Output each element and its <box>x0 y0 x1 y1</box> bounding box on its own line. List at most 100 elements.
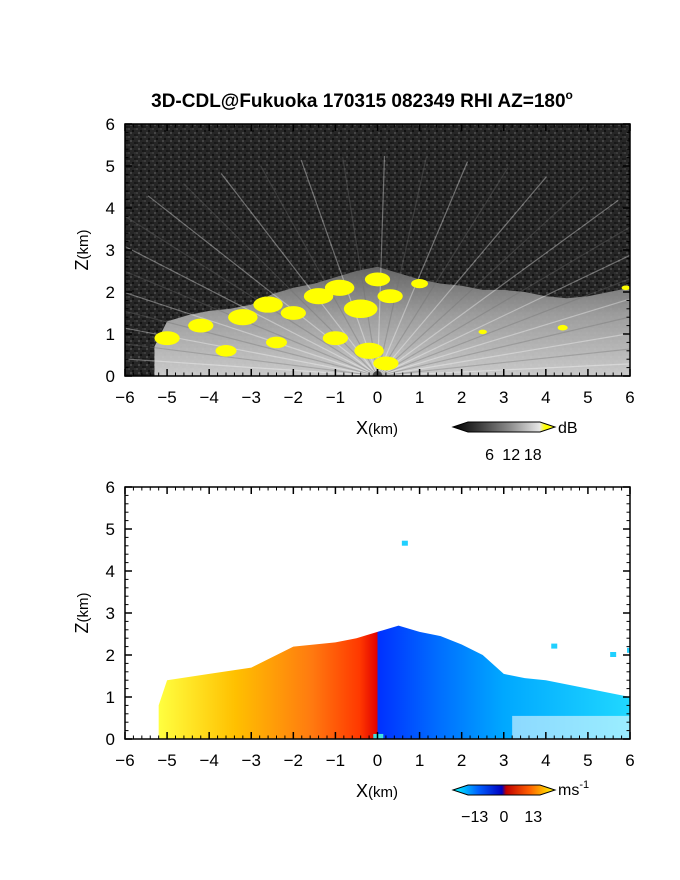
top-colorbar-tick-label: 18 <box>524 447 542 464</box>
top-axes: −6 −5 −4 −3 −2 −1 0 1 2 3 4 5 6 0 1 2 3 4 5 6 <box>106 115 635 407</box>
saturated-patch <box>478 329 487 335</box>
echo-streak <box>377 348 630 376</box>
saturated-patch <box>377 289 403 304</box>
bottom-x-tick-label: 4 <box>541 751 550 770</box>
isolated-velocity-point <box>610 652 617 657</box>
echo-streak <box>377 363 630 376</box>
bottom-x-tick-label: −4 <box>199 751 218 770</box>
top-x-tick-label: −4 <box>199 388 218 407</box>
bottom-x-axis-title: X(km) <box>356 781 398 801</box>
saturated-patch <box>188 318 214 333</box>
isolated-velocity-point <box>627 647 630 653</box>
echo-streak <box>377 226 630 376</box>
top-x-tick-label: 2 <box>457 388 466 407</box>
bottom-y-tick-label: 0 <box>106 730 115 749</box>
echo-streak <box>183 183 378 376</box>
bottom-x-tick-label: 2 <box>457 751 466 770</box>
negative-velocity-region <box>377 625 630 739</box>
top-colorbar-bar <box>451 421 557 433</box>
top-colorbar-ticks: 6 12 18 <box>485 447 542 464</box>
top-y-tick-label: 1 <box>106 325 115 344</box>
bottom-colorbar-tick-label: −13 <box>461 809 488 826</box>
echo-streak <box>376 156 386 376</box>
bottom-y-tick-label: 1 <box>106 688 115 707</box>
top-echo-layer <box>125 156 630 376</box>
top-panel: −6 −5 −4 −3 −2 −1 0 1 2 3 4 5 6 0 1 2 3 4 5 6 X(km) Z(km) <box>72 115 635 438</box>
saturated-patch <box>621 285 630 291</box>
top-y-tick-label: 6 <box>106 115 115 134</box>
saturated-patch <box>228 309 258 326</box>
echo-streak <box>125 358 378 376</box>
bottom-colorbar-unit: ms-1 <box>558 779 589 799</box>
isolated-velocity-point <box>551 643 558 649</box>
top-y-tick-label: 5 <box>106 157 115 176</box>
bottom-y-tick-label: 6 <box>106 478 115 497</box>
bottom-x-tick-label: 3 <box>499 751 508 770</box>
echo-streak <box>376 161 469 376</box>
bottom-velocity-layer <box>158 540 630 739</box>
bottom-x-tick-label: −6 <box>115 751 134 770</box>
echo-streak <box>377 298 630 376</box>
bottom-y-tick-label: 5 <box>106 520 115 539</box>
top-x-tick-label: 1 <box>415 388 424 407</box>
bottom-colorbar-bar <box>451 784 557 796</box>
chart-title: 3D-CDL@Fukuoka 170315 082349 RHI AZ=180o <box>151 88 573 112</box>
top-x-axis-title: X(km) <box>356 418 398 438</box>
echo-streak <box>377 278 630 376</box>
echo-streak <box>125 270 378 376</box>
saturated-patch <box>253 296 283 313</box>
echo-streak <box>125 343 378 376</box>
echo-streak <box>300 159 379 376</box>
sparse-echo-gap <box>512 715 630 739</box>
bottom-colorbar-ticks: −13 0 13 <box>461 809 542 826</box>
bottom-colorbar: ms-1 −13 0 13 <box>451 779 589 826</box>
saturated-patch <box>265 336 288 349</box>
top-y-tick-label: 4 <box>106 199 115 218</box>
echo-streak <box>260 165 379 376</box>
echo-streak <box>377 186 584 376</box>
bottom-y-axis-title: Z(km) <box>72 593 92 634</box>
isolated-velocity-point <box>401 540 408 546</box>
bottom-x-tick-label: 1 <box>415 751 424 770</box>
saturated-patch <box>557 324 568 331</box>
top-x-tick-label: 6 <box>625 388 634 407</box>
bottom-x-tick-label: −1 <box>326 751 345 770</box>
top-y-tick-label: 3 <box>106 241 115 260</box>
top-y-tick-label: 2 <box>106 283 115 302</box>
top-y-tick-label: 0 <box>106 367 115 386</box>
top-x-tick-label: −6 <box>115 388 134 407</box>
top-x-tick-label: −2 <box>284 388 303 407</box>
top-y-axis-title: Z(km) <box>72 230 92 271</box>
saturated-patch <box>324 279 355 296</box>
echo-streak <box>220 173 378 376</box>
echo-streak <box>147 195 378 376</box>
bottom-x-tick-label: −3 <box>242 751 261 770</box>
saturated-patch <box>215 345 237 357</box>
top-x-tick-label: 3 <box>499 388 508 407</box>
top-x-tick-label: 5 <box>583 388 592 407</box>
echo-streak <box>377 199 619 376</box>
bottom-x-tick-label: 6 <box>625 751 634 770</box>
bottom-y-tick-label: 2 <box>106 646 115 665</box>
echo-streak <box>376 167 509 376</box>
bottom-axes: −6 −5 −4 −3 −2 −1 0 1 2 3 4 5 6 0 1 2 3 4 5 6 <box>106 478 635 770</box>
saturated-patch <box>343 299 378 319</box>
bottom-colorbar-tick-label: 0 <box>500 809 509 826</box>
bottom-x-tick-label: 5 <box>583 751 592 770</box>
saturated-patch <box>280 306 306 320</box>
bottom-panel: −6 −5 −4 −3 −2 −1 0 1 2 3 4 5 6 0 1 2 3 4 5 6 X(km) Z(km) <box>72 478 635 801</box>
echo-streak <box>125 327 378 376</box>
bottom-x-tick-label: −5 <box>157 751 176 770</box>
echo-streak <box>377 254 630 376</box>
bottom-y-tick-label: 4 <box>106 562 115 581</box>
saturated-patch <box>322 331 349 346</box>
top-x-tick-label: 0 <box>373 388 382 407</box>
saturated-patch <box>154 331 180 346</box>
echo-streak <box>377 176 548 376</box>
echo-streak <box>125 245 378 376</box>
bottom-y-tick-label: 3 <box>106 604 115 623</box>
saturated-patch <box>354 342 384 359</box>
top-colorbar-unit: dB <box>558 420 578 437</box>
echo-streak <box>377 316 630 376</box>
